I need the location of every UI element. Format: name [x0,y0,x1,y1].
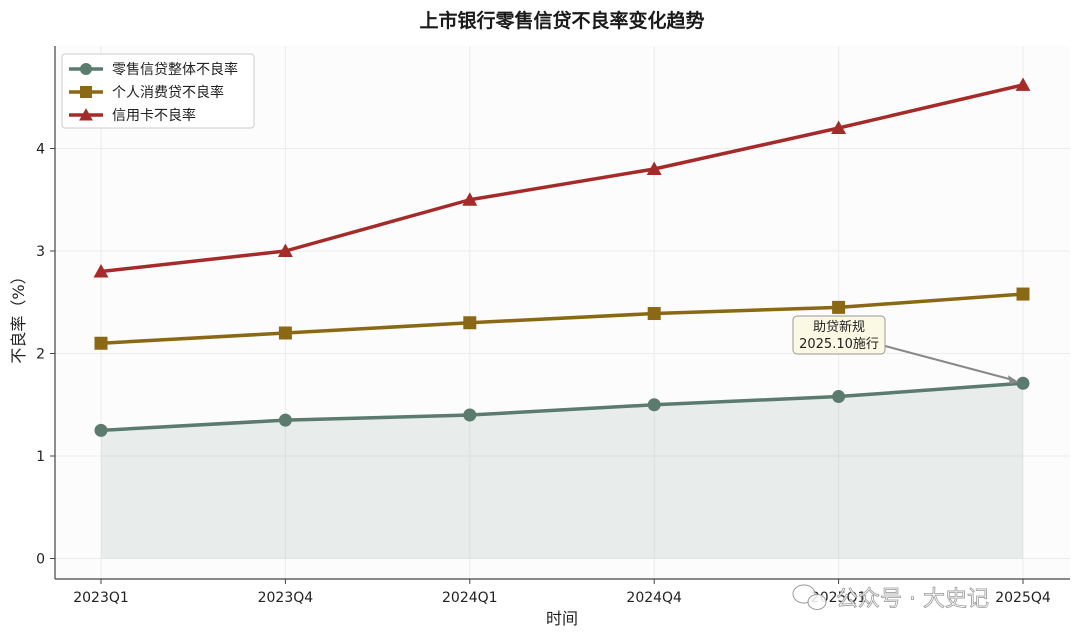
x-tick-label: 2025Q4 [995,590,1051,606]
annotation-arrowhead [1008,375,1019,385]
legend-marker [80,63,92,75]
data-point [831,120,847,134]
annotation-text: 助贷新规 [813,319,865,335]
plot-background [55,46,1070,579]
chart-title: 上市银行零售信贷不良率变化趋势 [419,9,704,32]
series-triangle [93,77,1031,278]
annotation-box [792,315,886,355]
data-point [832,300,846,314]
data-point [1015,77,1031,91]
data-point [463,316,477,330]
data-point [94,423,108,437]
data-point [832,390,846,404]
data-point [647,307,661,321]
x-axis-label: 时间 [546,609,578,628]
legend-marker [79,108,93,121]
legend-label: 零售信贷整体不良率 [112,61,238,78]
data-point [463,408,477,422]
y-tick-label: 1 [36,449,45,465]
annotation-text: 2025.10施行 [799,337,879,352]
x-tick-label: 2024Q1 [442,590,498,606]
series-line [100,83,1024,274]
series-layer [93,77,1031,437]
area-fill [101,383,1023,559]
data-point [462,192,478,206]
y-tick-label: 3 [36,244,45,260]
series-circle [94,376,1030,437]
legend-marker [80,86,92,98]
series-square [94,287,1030,350]
x-tick-label: 2024Q4 [626,590,682,606]
data-point [647,398,661,412]
series-line [100,381,1024,433]
y-tick-label: 4 [36,142,45,158]
x-tick-label: 2023Q4 [258,590,314,606]
y-axis-label: 不良率（%） [9,268,28,363]
data-point [646,161,662,175]
series-line [100,292,1024,345]
annotation: 助贷新规 2025.10施行 [792,315,1019,385]
x-tick-label: 2023Q1 [73,590,129,606]
data-point [278,413,292,427]
gridlines [55,46,1070,579]
y-tick-label: 2 [36,347,45,363]
data-point [94,336,108,350]
watermark: 公众号 · 大史记 [792,584,989,612]
y-tick-label: 0 [36,552,45,568]
wechat-icon [792,584,827,610]
data-point [1016,287,1030,301]
legend-label: 信用卡不良率 [112,107,196,124]
legend-label: 个人消费贷不良率 [112,84,224,101]
watermark-text: 公众号 · 大史记 [836,587,989,612]
data-point [1016,376,1030,390]
legend-box [61,53,255,129]
data-point [93,264,109,278]
annotation-arrow [884,345,1015,382]
data-point [277,243,293,257]
data-point [278,326,292,340]
series-fill-area [101,383,1023,559]
